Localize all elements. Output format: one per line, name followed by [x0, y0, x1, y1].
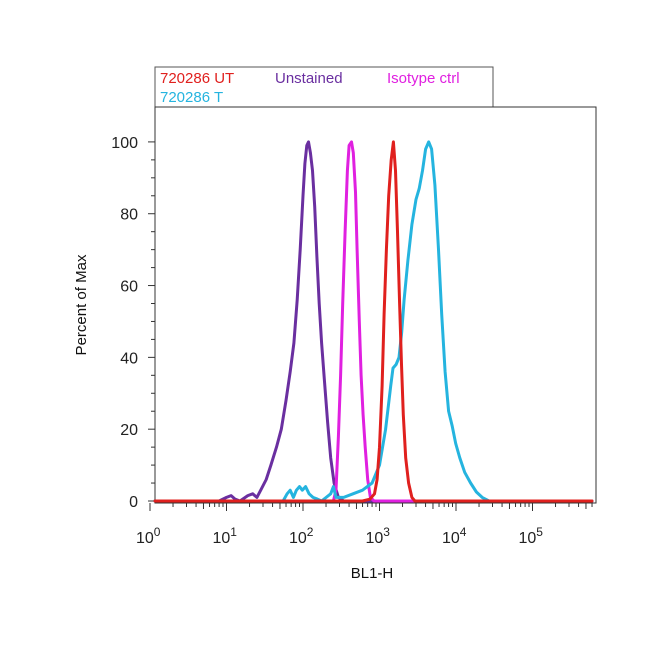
x-tick-label-2: 102 [289, 525, 314, 547]
legend-entry-3: 720286 T [160, 89, 223, 106]
x-tick-label-3: 103 [366, 525, 391, 547]
x-tick-label-4: 104 [442, 525, 467, 547]
y-tick-label-4: 80 [120, 207, 138, 224]
legend-entry-1: Unstained [275, 70, 343, 87]
y-axis-ticks: 0 20 40 60 80 100 [111, 135, 155, 511]
series-line-unstained [153, 140, 594, 503]
legend-entry-0: 720286 UT [160, 70, 234, 87]
plot-frame [154, 106, 597, 504]
series-lines [153, 140, 594, 503]
series-line-720286-t [153, 140, 594, 503]
x-axis-ticks: 100 101 102 103 104 105 [136, 503, 593, 547]
legend-entry-2: Isotype ctrl [387, 70, 460, 87]
x-axis-title: BL1-H [351, 565, 394, 582]
y-tick-label-0: 0 [129, 494, 138, 511]
y-axis-title: Percent of Max [73, 254, 90, 355]
legend-box [154, 66, 494, 108]
y-tick-label-2: 40 [120, 350, 138, 367]
x-tick-label-5: 105 [519, 525, 544, 547]
y-tick-label-5: 100 [111, 135, 138, 152]
series-line-720286-ut [153, 140, 594, 503]
x-tick-label-1: 101 [213, 525, 238, 547]
y-tick-label-3: 60 [120, 279, 138, 296]
x-tick-label-0: 100 [136, 525, 161, 547]
y-tick-label-1: 20 [120, 422, 138, 439]
series-line-isotype-ctrl [153, 140, 594, 503]
